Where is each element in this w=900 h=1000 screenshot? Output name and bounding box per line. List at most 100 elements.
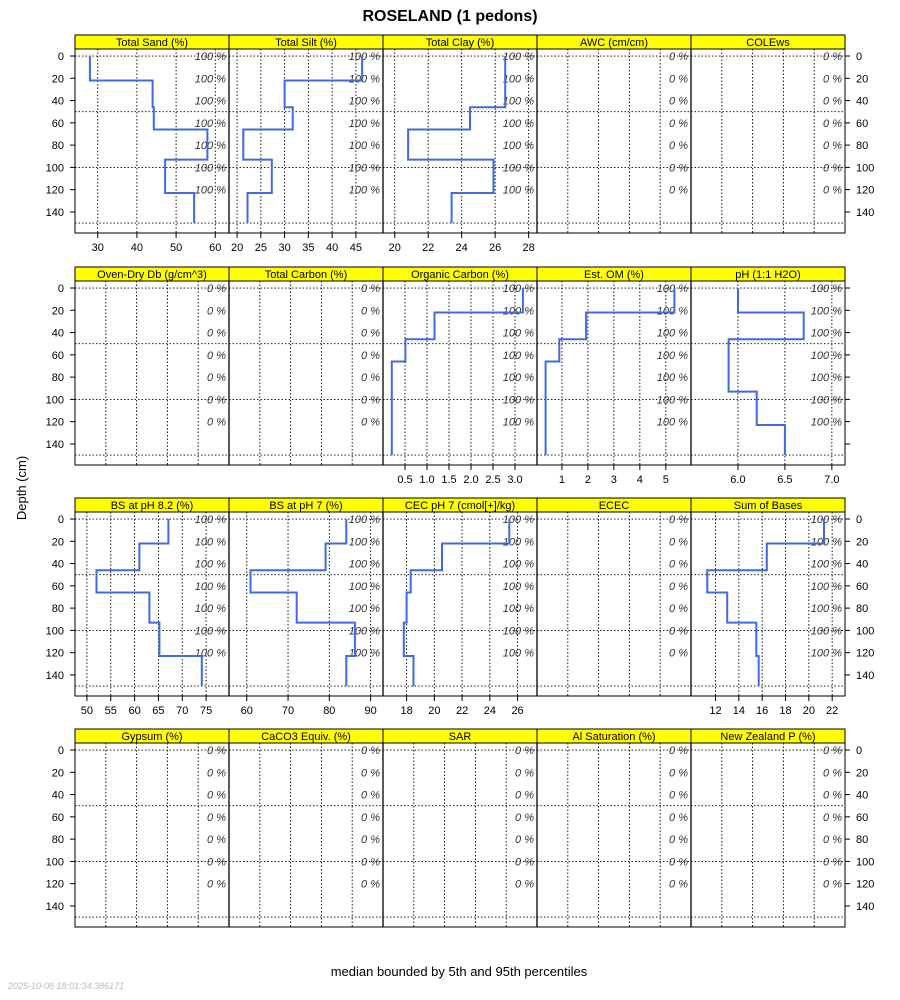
x-tick-label: 22 bbox=[826, 705, 838, 717]
x-tick-label: 65 bbox=[152, 705, 164, 717]
data-completeness-label: 100 % bbox=[503, 51, 534, 63]
y-tick-label-left: 120 bbox=[46, 417, 64, 429]
data-completeness-label: 0 % bbox=[823, 834, 842, 846]
y-tick-label-right: 80 bbox=[856, 603, 868, 615]
data-completeness-label: 0 % bbox=[207, 350, 226, 362]
y-tick-label-left: 140 bbox=[46, 439, 64, 451]
data-completeness-label: 100 % bbox=[503, 118, 534, 130]
x-tick-label: 2.0 bbox=[463, 474, 478, 486]
panel-strip bbox=[690, 266, 846, 282]
y-tick-label-right: 120 bbox=[856, 879, 874, 891]
data-completeness-label: 100 % bbox=[349, 603, 380, 615]
panel-strip bbox=[690, 728, 846, 744]
data-completeness-label: 100 % bbox=[195, 581, 226, 593]
y-tick-label-left: 100 bbox=[46, 162, 64, 174]
data-completeness-label: 0 % bbox=[669, 96, 688, 108]
x-tick-label: 18 bbox=[400, 705, 412, 717]
y-tick-label-right: 60 bbox=[856, 118, 868, 130]
median-profile-line bbox=[706, 519, 825, 687]
data-completeness-label: 100 % bbox=[195, 603, 226, 615]
data-completeness-label: 100 % bbox=[503, 372, 534, 384]
x-tick-label: 3 bbox=[611, 474, 617, 486]
data-completeness-label: 0 % bbox=[669, 790, 688, 802]
y-tick-label-left: 40 bbox=[52, 96, 64, 108]
y-tick-label-left: 80 bbox=[52, 140, 64, 152]
data-completeness-label: 100 % bbox=[811, 372, 842, 384]
y-tick-label-left: 20 bbox=[52, 73, 64, 85]
y-tick-label-left: 60 bbox=[52, 118, 64, 130]
x-tick-label: 5 bbox=[663, 474, 669, 486]
data-completeness-label: 0 % bbox=[361, 305, 380, 317]
data-completeness-label: 0 % bbox=[361, 812, 380, 824]
x-tick-label: 18 bbox=[779, 705, 791, 717]
data-completeness-label: 100 % bbox=[503, 350, 534, 362]
y-tick-label-right: 0 bbox=[856, 514, 862, 526]
panel-title: Total Silt (%) bbox=[275, 37, 337, 49]
data-completeness-label: 0 % bbox=[207, 328, 226, 340]
data-completeness-label: 100 % bbox=[503, 394, 534, 406]
data-completeness-label: 100 % bbox=[503, 283, 534, 295]
timestamp: 2025-10-08 18:01:34.386171 bbox=[7, 981, 124, 991]
y-tick-label-right: 60 bbox=[856, 812, 868, 824]
panel-title: COLEws bbox=[746, 37, 790, 49]
panel-title: Organic Carbon (%) bbox=[411, 269, 509, 281]
data-completeness-label: 100 % bbox=[503, 162, 534, 174]
data-completeness-label: 0 % bbox=[823, 812, 842, 824]
y-tick-label-left: 60 bbox=[52, 812, 64, 824]
data-completeness-label: 0 % bbox=[669, 856, 688, 868]
x-tick-label: 28 bbox=[523, 242, 535, 254]
data-completeness-label: 100 % bbox=[349, 73, 380, 85]
row-frame bbox=[74, 48, 846, 234]
data-completeness-label: 0 % bbox=[823, 118, 842, 130]
x-tick-label: 7.0 bbox=[824, 474, 839, 486]
data-completeness-label: 100 % bbox=[811, 581, 842, 593]
data-completeness-label: 100 % bbox=[503, 648, 534, 660]
x-tick-label: 70 bbox=[176, 705, 188, 717]
data-completeness-label: 0 % bbox=[823, 879, 842, 891]
data-completeness-label: 100 % bbox=[195, 559, 226, 571]
x-tick-label: 1.0 bbox=[419, 474, 434, 486]
data-completeness-label: 100 % bbox=[657, 328, 688, 340]
data-completeness-label: 100 % bbox=[811, 603, 842, 615]
data-completeness-label: 0 % bbox=[669, 767, 688, 779]
data-completeness-label: 100 % bbox=[195, 625, 226, 637]
data-completeness-label: 100 % bbox=[503, 581, 534, 593]
x-tick-label: 22 bbox=[422, 242, 434, 254]
data-completeness-label: 0 % bbox=[207, 394, 226, 406]
data-completeness-label: 0 % bbox=[207, 283, 226, 295]
data-completeness-label: 0 % bbox=[823, 856, 842, 868]
y-tick-label-left: 80 bbox=[52, 834, 64, 846]
data-completeness-label: 100 % bbox=[811, 394, 842, 406]
y-tick-label-left: 100 bbox=[46, 856, 64, 868]
data-completeness-label: 100 % bbox=[503, 140, 534, 152]
data-completeness-label: 0 % bbox=[361, 283, 380, 295]
panel-title: BS at pH 7 (%) bbox=[269, 500, 342, 512]
x-tick-label: 30 bbox=[278, 242, 290, 254]
data-completeness-label: 0 % bbox=[823, 767, 842, 779]
y-tick-label-right: 140 bbox=[856, 207, 874, 219]
y-tick-label-right: 60 bbox=[856, 581, 868, 593]
data-completeness-label: 0 % bbox=[823, 185, 842, 197]
data-completeness-label: 0 % bbox=[669, 812, 688, 824]
data-completeness-label: 0 % bbox=[361, 767, 380, 779]
data-completeness-label: 100 % bbox=[195, 536, 226, 548]
panel-title: New Zealand P (%) bbox=[720, 731, 815, 743]
data-completeness-label: 0 % bbox=[361, 394, 380, 406]
median-profile-line bbox=[88, 56, 209, 224]
data-completeness-label: 0 % bbox=[361, 417, 380, 429]
data-completeness-label: 0 % bbox=[207, 417, 226, 429]
data-completeness-label: 0 % bbox=[361, 834, 380, 846]
x-tick-label: 60 bbox=[128, 705, 140, 717]
data-completeness-label: 100 % bbox=[811, 625, 842, 637]
x-tick-label: 90 bbox=[364, 705, 376, 717]
data-completeness-label: 0 % bbox=[207, 812, 226, 824]
median-profile-line bbox=[95, 519, 203, 687]
data-completeness-label: 100 % bbox=[503, 536, 534, 548]
data-completeness-label: 100 % bbox=[195, 648, 226, 660]
data-completeness-label: 0 % bbox=[207, 790, 226, 802]
data-completeness-label: 0 % bbox=[823, 96, 842, 108]
panel-title: Est. OM (%) bbox=[584, 269, 644, 281]
y-tick-label-left: 40 bbox=[52, 790, 64, 802]
x-tick-label: 50 bbox=[170, 242, 182, 254]
y-tick-label-right: 40 bbox=[856, 96, 868, 108]
